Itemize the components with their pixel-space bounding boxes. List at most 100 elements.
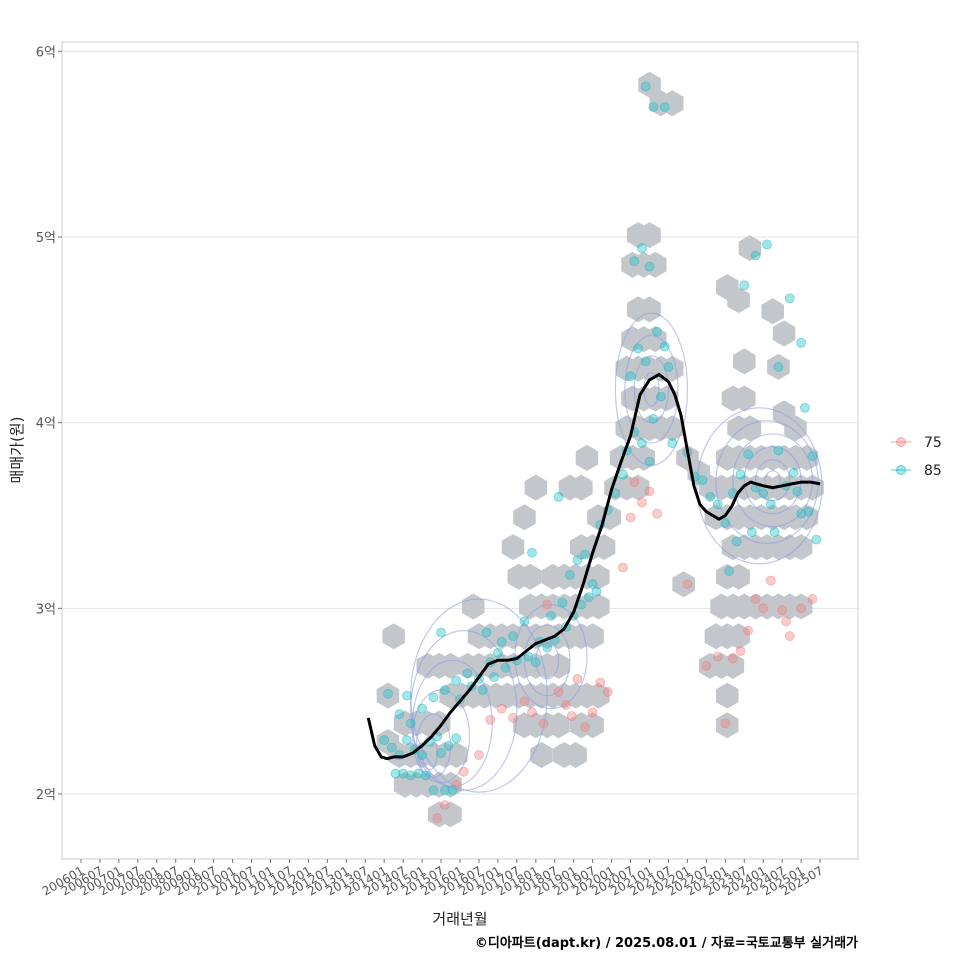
scatter-point-85 [625,371,636,382]
hexbin-cell [661,415,684,442]
density-contour [535,641,560,680]
scatter-point-75 [538,718,549,729]
scatter-point-85 [587,579,598,590]
hexbin-cell [784,415,807,442]
hexbin-cell [547,712,570,739]
scatter-point-75 [750,594,761,604]
scatter-point-85 [493,647,503,658]
scatter-point-85 [413,768,424,779]
scatter-point-75 [602,686,613,697]
hexbin-cell [644,326,667,353]
scatter-point-85 [451,675,462,686]
legend-label-75: 75 [924,435,942,451]
hexbin-cell [767,353,790,380]
scatter-point-85 [731,536,742,547]
legend-label-85: 85 [924,463,942,479]
scatter-point-75 [728,653,738,664]
hexbin-cell [592,534,616,561]
scatter-point-85 [527,547,537,558]
scatter-point-85 [800,402,810,413]
scatter-point-85 [489,672,500,682]
hexbin-cell [727,287,750,314]
scatter-point-75 [781,616,791,627]
scatter-point-75 [765,575,776,586]
y-tick-label: 6억 [36,45,56,60]
density-contour [523,624,571,697]
scatter-point-85 [644,456,655,467]
scatter-point-85 [436,748,446,759]
scatter-point-85 [436,627,446,638]
hexbin-cell [581,712,604,739]
scatter-point-85 [750,250,761,261]
scatter-point-85 [644,261,655,272]
scatter-point-85 [402,735,412,746]
scatter-point-85 [443,740,454,751]
scatter-point-85 [633,343,644,354]
scatter-point-75 [625,512,636,523]
y-axis-title: 매매가(원) [8,417,26,484]
scatter-point-85 [796,508,807,519]
density-contour [696,407,823,565]
density-contour [764,470,781,491]
y-tick-label: 4억 [36,417,56,432]
scatter-point-85 [743,449,753,460]
hexbin-cell [721,652,745,679]
hexbin-cell [772,320,796,347]
scatter-point-75 [439,800,450,811]
hexbin-cell [575,444,599,471]
legend-key-75 [896,437,906,447]
scatter-point-85 [705,492,716,502]
legend: 75 85 [891,435,942,479]
scatter-point-85 [530,657,541,668]
scatter-point-85 [618,469,628,480]
density-contour [755,459,791,502]
scatter-point-85 [572,555,583,565]
scatter-point-85 [659,102,670,112]
scatter-point-85 [565,570,575,580]
scatter-point-85 [720,518,731,528]
hexbin-cell [716,682,739,709]
density-contour [743,446,802,515]
scatter-point-85 [553,492,564,502]
scatter-point-85 [428,785,439,796]
density-contour-layer [410,312,823,793]
scatter-point-85 [394,709,405,720]
scatter-point-85 [640,81,651,92]
density-contour [412,659,493,788]
scatter-point-85 [807,451,818,461]
scatter-point-75 [485,714,496,725]
scatter-point-85 [697,475,708,486]
scatter-point-75 [735,646,746,656]
scatter-point-85 [746,527,757,538]
x-axis-ticks: 2006012006072007012007072008012008072009… [40,859,826,899]
scatter-point-75 [652,508,663,519]
scatter-point-85 [784,293,795,304]
hexbin-cell [638,71,661,98]
scatter-point-85 [402,690,412,701]
scatter-point-85 [712,499,723,510]
scatter-point-75 [451,779,462,790]
trend-line [366,372,821,761]
hexbin-cell [382,623,405,650]
scatter-point-85 [557,597,568,608]
scatter-point-75 [508,712,518,723]
hexbin-cell [416,652,439,679]
scatter-point-85 [758,488,769,499]
scatter-point-85 [542,642,553,653]
scatter-point-75 [777,605,788,616]
density-contour [732,433,814,528]
scatter-point-85 [439,685,450,695]
scatter-point-85 [769,527,780,538]
scatter-point-75 [432,813,443,824]
x-axis-title: 거래년월 [432,910,487,928]
scatter-point-75 [807,594,818,604]
scatter-point-85 [398,768,409,779]
hexbin-cell [733,348,756,375]
scatter-point-85 [420,770,431,781]
scatter-point-85 [811,534,822,545]
scatter-point-85 [724,566,735,577]
scatter-point-75 [474,750,484,760]
hexbin-cell [761,298,784,325]
hexbin-cell [501,534,525,561]
source-caption: ©디아파트(dapt.kr) / 2025.08.01 / 자료=국토교통부 실… [475,935,858,951]
